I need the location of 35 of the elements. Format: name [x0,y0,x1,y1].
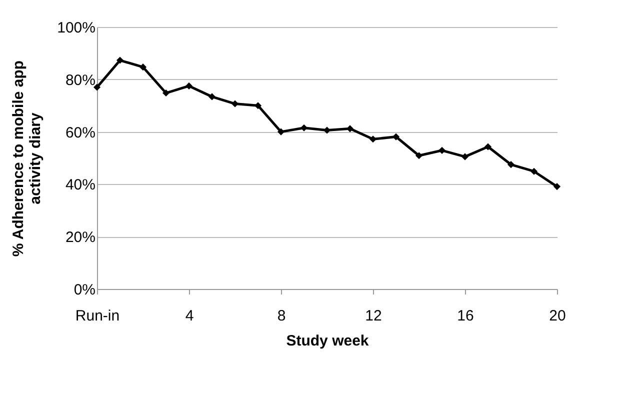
y-tick-label: 20% [65,229,96,246]
point [438,146,446,154]
point [277,128,285,136]
point [208,93,216,100]
point [93,84,101,91]
point [507,161,515,168]
point [116,56,124,64]
y-tick-label: 100% [57,20,96,36]
point [254,102,262,110]
y-axis-title: % Adherence to mobile app activity diary [10,60,44,257]
x-tick-label: Run-in [75,308,120,324]
point [415,152,423,160]
x-tick-label: 20 [549,308,566,324]
point [300,124,308,132]
point [162,89,170,97]
point [461,153,469,160]
x-tick-label: 16 [457,308,474,324]
x-axis-title: Study week [286,332,370,350]
y-tick-label: 0% [74,282,96,298]
point [346,125,354,132]
x-tick-label: 4 [185,308,194,324]
point [392,133,400,140]
point [139,64,147,71]
point [323,126,331,134]
point [484,143,492,150]
point [553,183,561,190]
x-tick-label: 12 [365,308,382,324]
point [369,136,377,143]
y-tick-label: 60% [65,124,96,142]
y-tick-label: 80% [65,72,96,89]
point [231,100,239,108]
x-tick-label: 8 [277,308,286,324]
y-tick-label: 40% [65,176,96,194]
point [185,82,193,90]
point [530,168,538,175]
